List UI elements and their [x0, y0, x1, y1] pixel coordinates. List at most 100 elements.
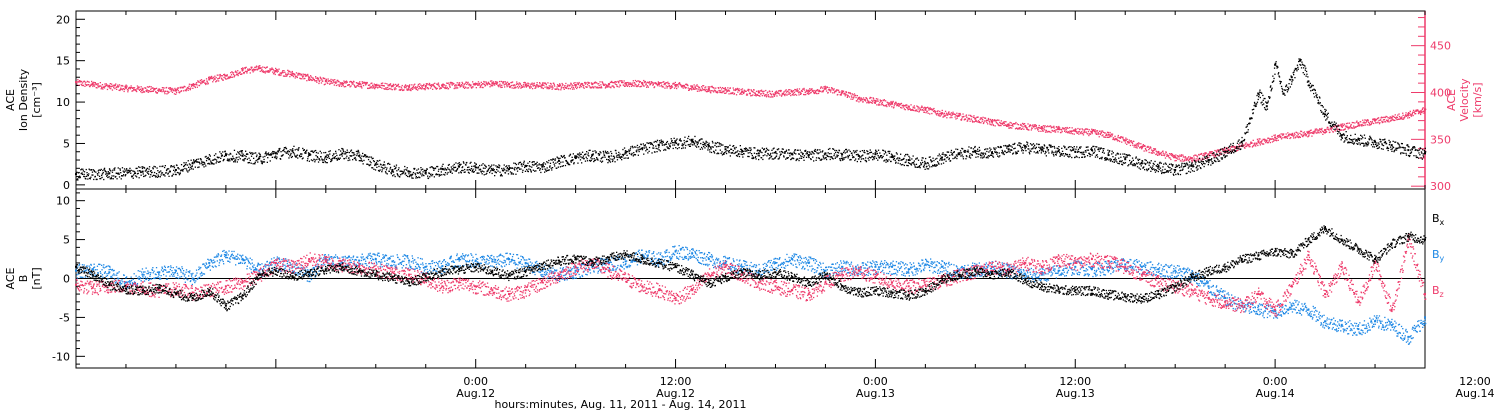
density-sample — [208, 154, 211, 156]
velocity-sample — [893, 106, 895, 108]
velocity-sample — [317, 79, 319, 81]
velocity-sample — [368, 84, 370, 86]
density-sample — [255, 155, 258, 158]
velocity-sample — [1264, 140, 1266, 142]
velocity-sample — [1382, 119, 1385, 121]
velocity-sample — [534, 87, 536, 89]
velocity-sample — [761, 90, 763, 92]
velocity-sample — [574, 84, 576, 86]
velocity-sample — [632, 80, 634, 82]
velocity-sample — [264, 72, 266, 74]
velocity-sample — [195, 83, 197, 85]
density-sample — [303, 149, 305, 151]
velocity-sample — [842, 90, 845, 92]
velocity-sample — [958, 112, 960, 115]
density-sample — [258, 155, 261, 158]
velocity-sample — [675, 85, 677, 87]
density-sample — [330, 158, 332, 161]
velocity-sample — [1412, 109, 1415, 111]
density-sample — [478, 172, 480, 174]
legend-entry: Bz — [1432, 284, 1444, 299]
velocity-sample — [989, 122, 991, 124]
density-sample — [133, 170, 135, 173]
velocity-sample — [236, 72, 238, 74]
density-sample — [566, 162, 568, 164]
velocity-sample — [1318, 129, 1321, 131]
density-sample — [422, 168, 424, 170]
velocity-sample — [1092, 129, 1094, 131]
velocity-sample — [1325, 130, 1327, 132]
density-sample — [133, 174, 135, 176]
velocity-sample — [430, 86, 432, 88]
velocity-sample — [599, 87, 602, 89]
velocity-sample — [436, 87, 438, 90]
density-sample — [128, 169, 130, 171]
velocity-sample — [879, 99, 881, 101]
velocity-sample — [1201, 152, 1203, 155]
density-sample — [535, 170, 537, 172]
velocity-sample — [374, 85, 377, 87]
density-sample — [588, 149, 590, 152]
velocity-sample — [1372, 119, 1374, 121]
velocity-sample — [683, 85, 686, 87]
velocity-sample — [399, 88, 401, 91]
velocity-sample — [1293, 137, 1295, 139]
x-tick-day-label: Aug.13 — [1056, 387, 1095, 400]
velocity-sample — [321, 79, 323, 81]
velocity-sample — [792, 92, 794, 95]
velocity-sample — [974, 118, 976, 120]
density-sample — [331, 159, 333, 161]
velocity-sample — [1104, 136, 1107, 138]
density-point — [191, 162, 194, 165]
density-sample — [171, 175, 174, 177]
density-sample — [530, 171, 532, 173]
density-sample — [152, 168, 154, 170]
density-sample — [632, 155, 634, 157]
density-sample — [428, 172, 430, 175]
density-sample — [261, 160, 263, 162]
velocity-sample — [484, 84, 487, 86]
density-sample — [601, 160, 604, 162]
velocity-sample — [556, 88, 558, 90]
density-sample — [142, 166, 144, 168]
velocity-sample — [234, 71, 236, 73]
density-sample — [104, 169, 106, 172]
velocity-sample — [1284, 136, 1286, 138]
density-sample — [600, 158, 602, 160]
velocity-sample — [450, 83, 452, 85]
velocity-sample — [1229, 148, 1231, 150]
density-sample — [403, 171, 405, 173]
velocity-sample — [779, 94, 781, 96]
density-sample — [609, 161, 612, 163]
velocity-sample — [141, 91, 143, 94]
velocity-sample — [337, 79, 339, 82]
density-sample — [611, 158, 613, 160]
velocity-sample — [584, 81, 586, 84]
velocity-sample — [1319, 131, 1321, 133]
velocity-sample — [410, 89, 412, 92]
velocity-sample — [1136, 142, 1139, 145]
density-sample — [343, 158, 345, 160]
velocity-sample — [474, 83, 476, 85]
velocity-sample — [240, 73, 242, 75]
density-sample — [606, 152, 608, 155]
density-sample — [400, 170, 403, 172]
density-sample — [636, 144, 639, 147]
velocity-sample — [1380, 117, 1382, 119]
velocity-sample — [413, 84, 415, 86]
velocity-sample — [490, 84, 492, 86]
velocity-sample — [325, 80, 327, 82]
velocity-sample — [409, 88, 411, 90]
density-sample — [277, 150, 279, 152]
velocity-sample — [1367, 120, 1369, 122]
velocity-sample — [357, 85, 360, 87]
velocity-sample — [824, 85, 826, 87]
velocity-sample — [699, 88, 701, 90]
velocity-sample — [556, 86, 558, 88]
velocity-sample — [898, 103, 900, 105]
velocity-sample — [971, 120, 973, 122]
density-sample — [486, 172, 488, 174]
velocity-sample — [500, 86, 502, 89]
density-sample — [111, 178, 113, 180]
velocity-sample — [1368, 124, 1370, 126]
